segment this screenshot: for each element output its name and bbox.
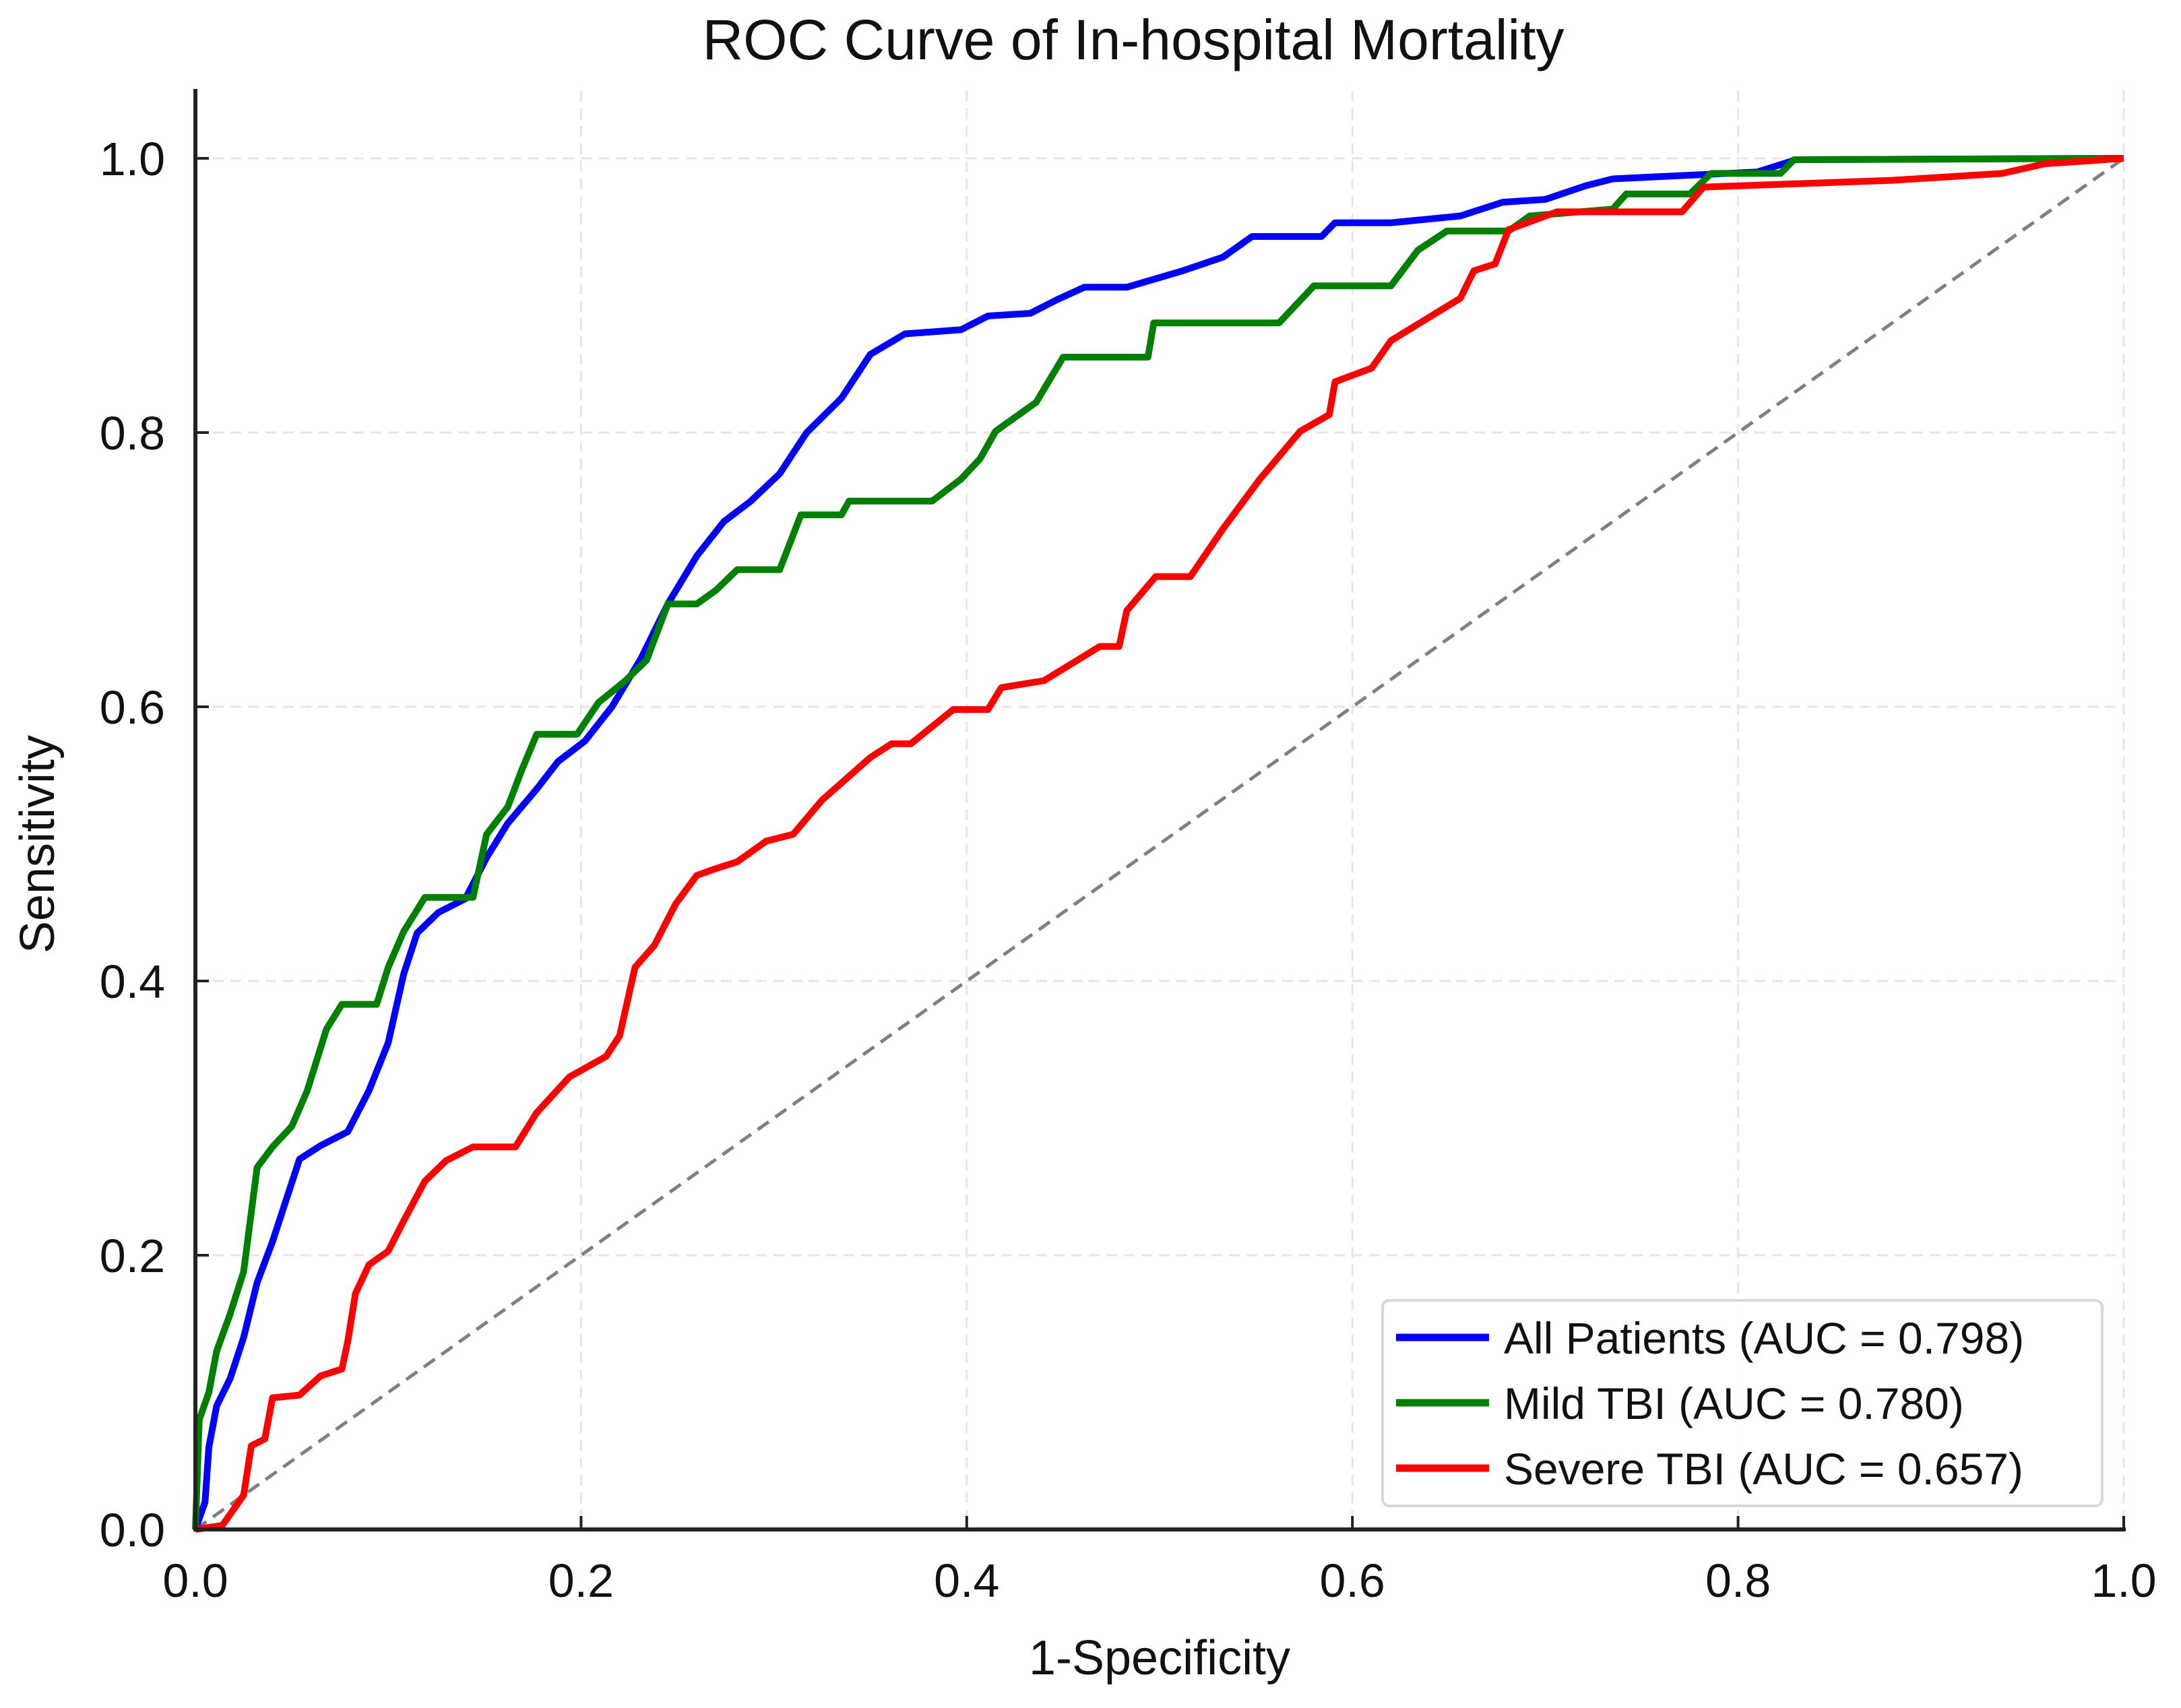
x-tick-label: 1.0 <box>2091 1554 2156 1607</box>
grid <box>195 91 2125 1529</box>
roc-curve-2 <box>195 155 2124 1533</box>
chance-reference-line <box>194 156 2125 1531</box>
roc-curve-1 <box>192 155 2124 1530</box>
y-tick-label: 0.6 <box>100 681 165 734</box>
y-tick-label: 1.0 <box>100 133 165 185</box>
chart-title: ROC Curve of In-hospital Mortality <box>702 8 1564 71</box>
series-group <box>192 155 2124 1533</box>
legend: All Patients (AUC = 0.798) Mild TBI (AUC … <box>1381 1299 2104 1507</box>
legend-box <box>1381 1299 2104 1507</box>
y-axis-label: Sensitivity <box>11 735 65 953</box>
x-tick-label: 0.2 <box>548 1554 614 1607</box>
y-tick-label: 0.8 <box>100 407 165 460</box>
legend-label: Mild TBI (AUC = 0.780) <box>1504 1379 1964 1428</box>
legend-label: Severe TBI (AUC = 0.657) <box>1504 1444 2023 1494</box>
y-tick-label: 0.0 <box>100 1504 165 1556</box>
x-tick-label: 0.0 <box>162 1554 228 1607</box>
roc-curve-0 <box>192 155 2124 1531</box>
x-axis-label: 1-Specificity <box>1029 1631 1290 1685</box>
x-tick-label: 0.4 <box>934 1554 999 1607</box>
x-tick-label: 0.8 <box>1705 1554 1771 1607</box>
y-tick-label: 0.4 <box>100 955 165 1008</box>
legend-label: All Patients (AUC = 0.798) <box>1504 1313 2024 1363</box>
x-tick-label: 0.6 <box>1320 1554 1385 1607</box>
y-tick-label: 0.2 <box>100 1230 165 1282</box>
axes: 0.0 0.2 0.4 0.6 0.8 1.0 0.0 0.2 0.4 0.6 0.8 1.0 <box>100 89 2157 1607</box>
